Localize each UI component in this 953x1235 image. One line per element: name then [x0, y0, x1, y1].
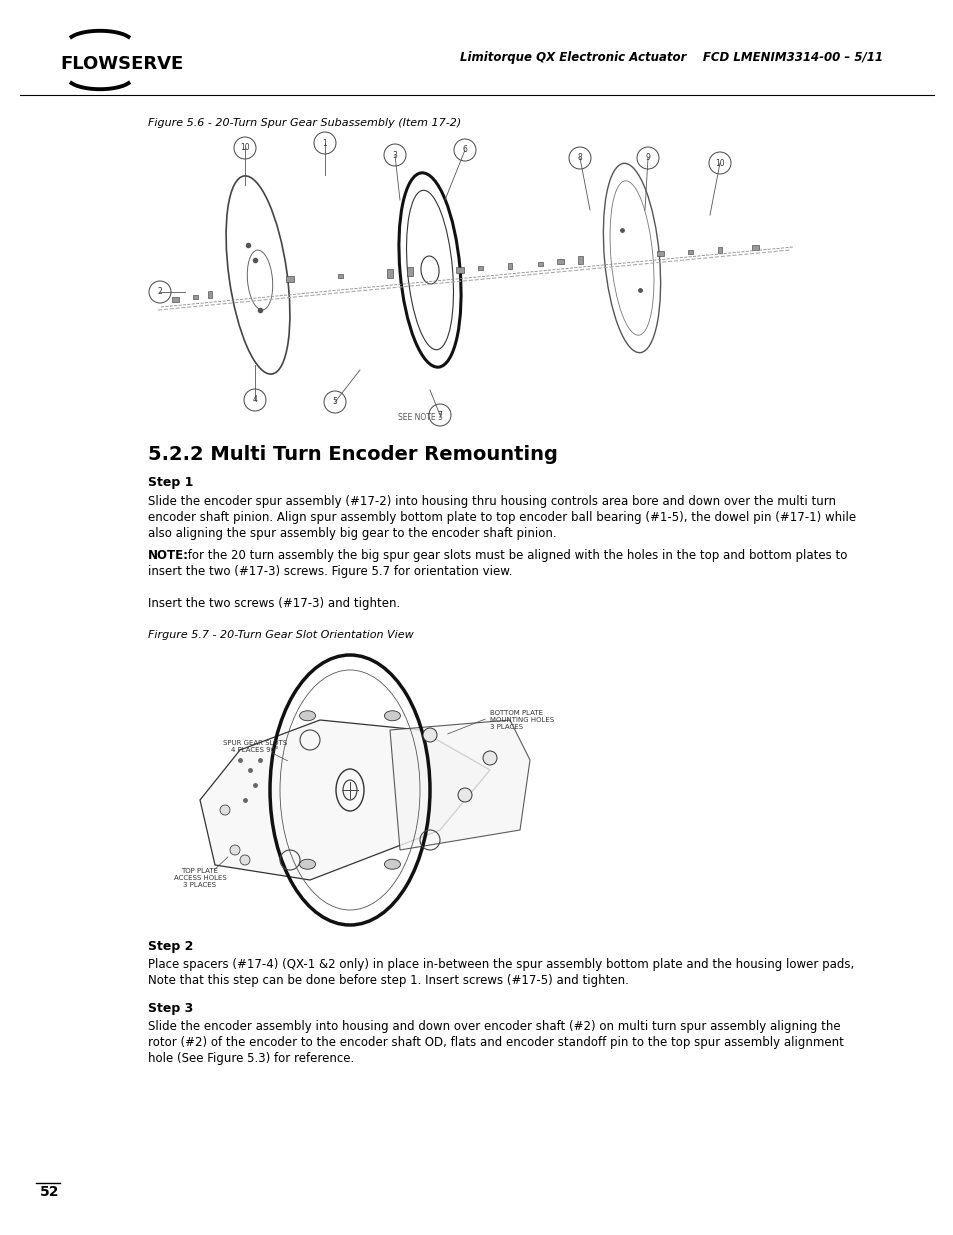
Ellipse shape: [384, 860, 400, 869]
Text: Step 2: Step 2: [148, 940, 193, 953]
Text: NOTE:: NOTE:: [148, 550, 189, 562]
Text: 6: 6: [462, 146, 467, 154]
Polygon shape: [390, 720, 530, 850]
Text: also aligning the spur assembly big gear to the encoder shaft pinion.: also aligning the spur assembly big gear…: [148, 527, 556, 540]
Bar: [193, 295, 198, 299]
Text: 52: 52: [40, 1186, 59, 1199]
Text: Figure 5.6 - 20-Turn Spur Gear Subassembly (Item 17-2): Figure 5.6 - 20-Turn Spur Gear Subassemb…: [148, 119, 460, 128]
Text: SPUR GEAR SLOTS
4 PLACES 90°: SPUR GEAR SLOTS 4 PLACES 90°: [223, 740, 287, 753]
Ellipse shape: [384, 711, 400, 721]
Text: Insert the two screws (#17-3) and tighten.: Insert the two screws (#17-3) and tighte…: [148, 597, 400, 610]
Text: 2: 2: [157, 288, 162, 296]
Text: FLOWSERVE: FLOWSERVE: [60, 56, 183, 73]
Polygon shape: [200, 720, 490, 881]
Text: SEE NOTE 3: SEE NOTE 3: [397, 412, 442, 422]
Text: Place spacers (#17-4) (QX-1 &2 only) in place in-between the spur assembly botto: Place spacers (#17-4) (QX-1 &2 only) in …: [148, 958, 853, 971]
Text: Note that this step can be done before step 1. Insert screws (#17-5) and tighten: Note that this step can be done before s…: [148, 974, 628, 987]
Text: Slide the encoder assembly into housing and down over encoder shaft (#2) on mult: Slide the encoder assembly into housing …: [148, 1020, 840, 1032]
Text: Slide the encoder spur assembly (#17-2) into housing thru housing controls area : Slide the encoder spur assembly (#17-2) …: [148, 495, 835, 508]
Bar: [407, 267, 413, 275]
Bar: [507, 263, 512, 269]
Bar: [657, 251, 663, 256]
Text: TOP PLATE
ACCESS HOLES
3 PLACES: TOP PLATE ACCESS HOLES 3 PLACES: [173, 868, 226, 888]
Bar: [456, 267, 463, 273]
Text: Step 1: Step 1: [148, 475, 193, 489]
Circle shape: [220, 805, 230, 815]
Text: 1: 1: [322, 138, 327, 147]
Text: 5.2.2 Multi Turn Encoder Remounting: 5.2.2 Multi Turn Encoder Remounting: [148, 445, 558, 464]
Ellipse shape: [299, 711, 315, 721]
Bar: [718, 247, 721, 253]
Text: 3: 3: [392, 151, 397, 159]
Text: 10: 10: [240, 143, 250, 152]
Text: 5: 5: [333, 398, 337, 406]
Bar: [557, 259, 563, 264]
Circle shape: [482, 751, 497, 764]
Bar: [687, 249, 692, 254]
Text: for the 20 turn assembly the big spur gear slots must be aligned with the holes : for the 20 turn assembly the big spur ge…: [184, 550, 846, 562]
Text: encoder shaft pinion. Align spur assembly bottom plate to top encoder ball beari: encoder shaft pinion. Align spur assembl…: [148, 511, 855, 524]
Bar: [537, 262, 542, 266]
Bar: [751, 245, 759, 249]
Text: BOTTOM PLATE
MOUNTING HOLES
3 PLACES: BOTTOM PLATE MOUNTING HOLES 3 PLACES: [490, 710, 554, 730]
Text: rotor (#2) of the encoder to the encoder shaft OD, flats and encoder standoff pi: rotor (#2) of the encoder to the encoder…: [148, 1036, 843, 1049]
Text: insert the two (#17-3) screws. Figure 5.7 for orientation view.: insert the two (#17-3) screws. Figure 5.…: [148, 564, 512, 578]
Text: Limitorque QX Electronic Actuator    FCD LMENIM3314-00 – 5/11: Limitorque QX Electronic Actuator FCD LM…: [459, 52, 882, 64]
Ellipse shape: [299, 860, 315, 869]
Text: 4: 4: [253, 395, 257, 405]
Text: hole (See Figure 5.3) for reference.: hole (See Figure 5.3) for reference.: [148, 1052, 354, 1065]
Text: 10: 10: [715, 158, 724, 168]
Bar: [337, 274, 343, 278]
Bar: [286, 275, 294, 282]
Text: Firgure 5.7 - 20-Turn Gear Slot Orientation View: Firgure 5.7 - 20-Turn Gear Slot Orientat…: [148, 630, 414, 640]
Text: Step 3: Step 3: [148, 1002, 193, 1015]
Bar: [208, 291, 212, 298]
Circle shape: [230, 845, 240, 855]
Circle shape: [457, 788, 472, 802]
Circle shape: [422, 727, 436, 742]
Bar: [578, 256, 582, 264]
Bar: [477, 266, 482, 270]
Bar: [387, 269, 393, 278]
Bar: [172, 296, 179, 303]
Text: 8: 8: [577, 153, 581, 163]
Circle shape: [240, 855, 250, 864]
Text: 9: 9: [645, 153, 650, 163]
Text: 7: 7: [437, 410, 442, 420]
